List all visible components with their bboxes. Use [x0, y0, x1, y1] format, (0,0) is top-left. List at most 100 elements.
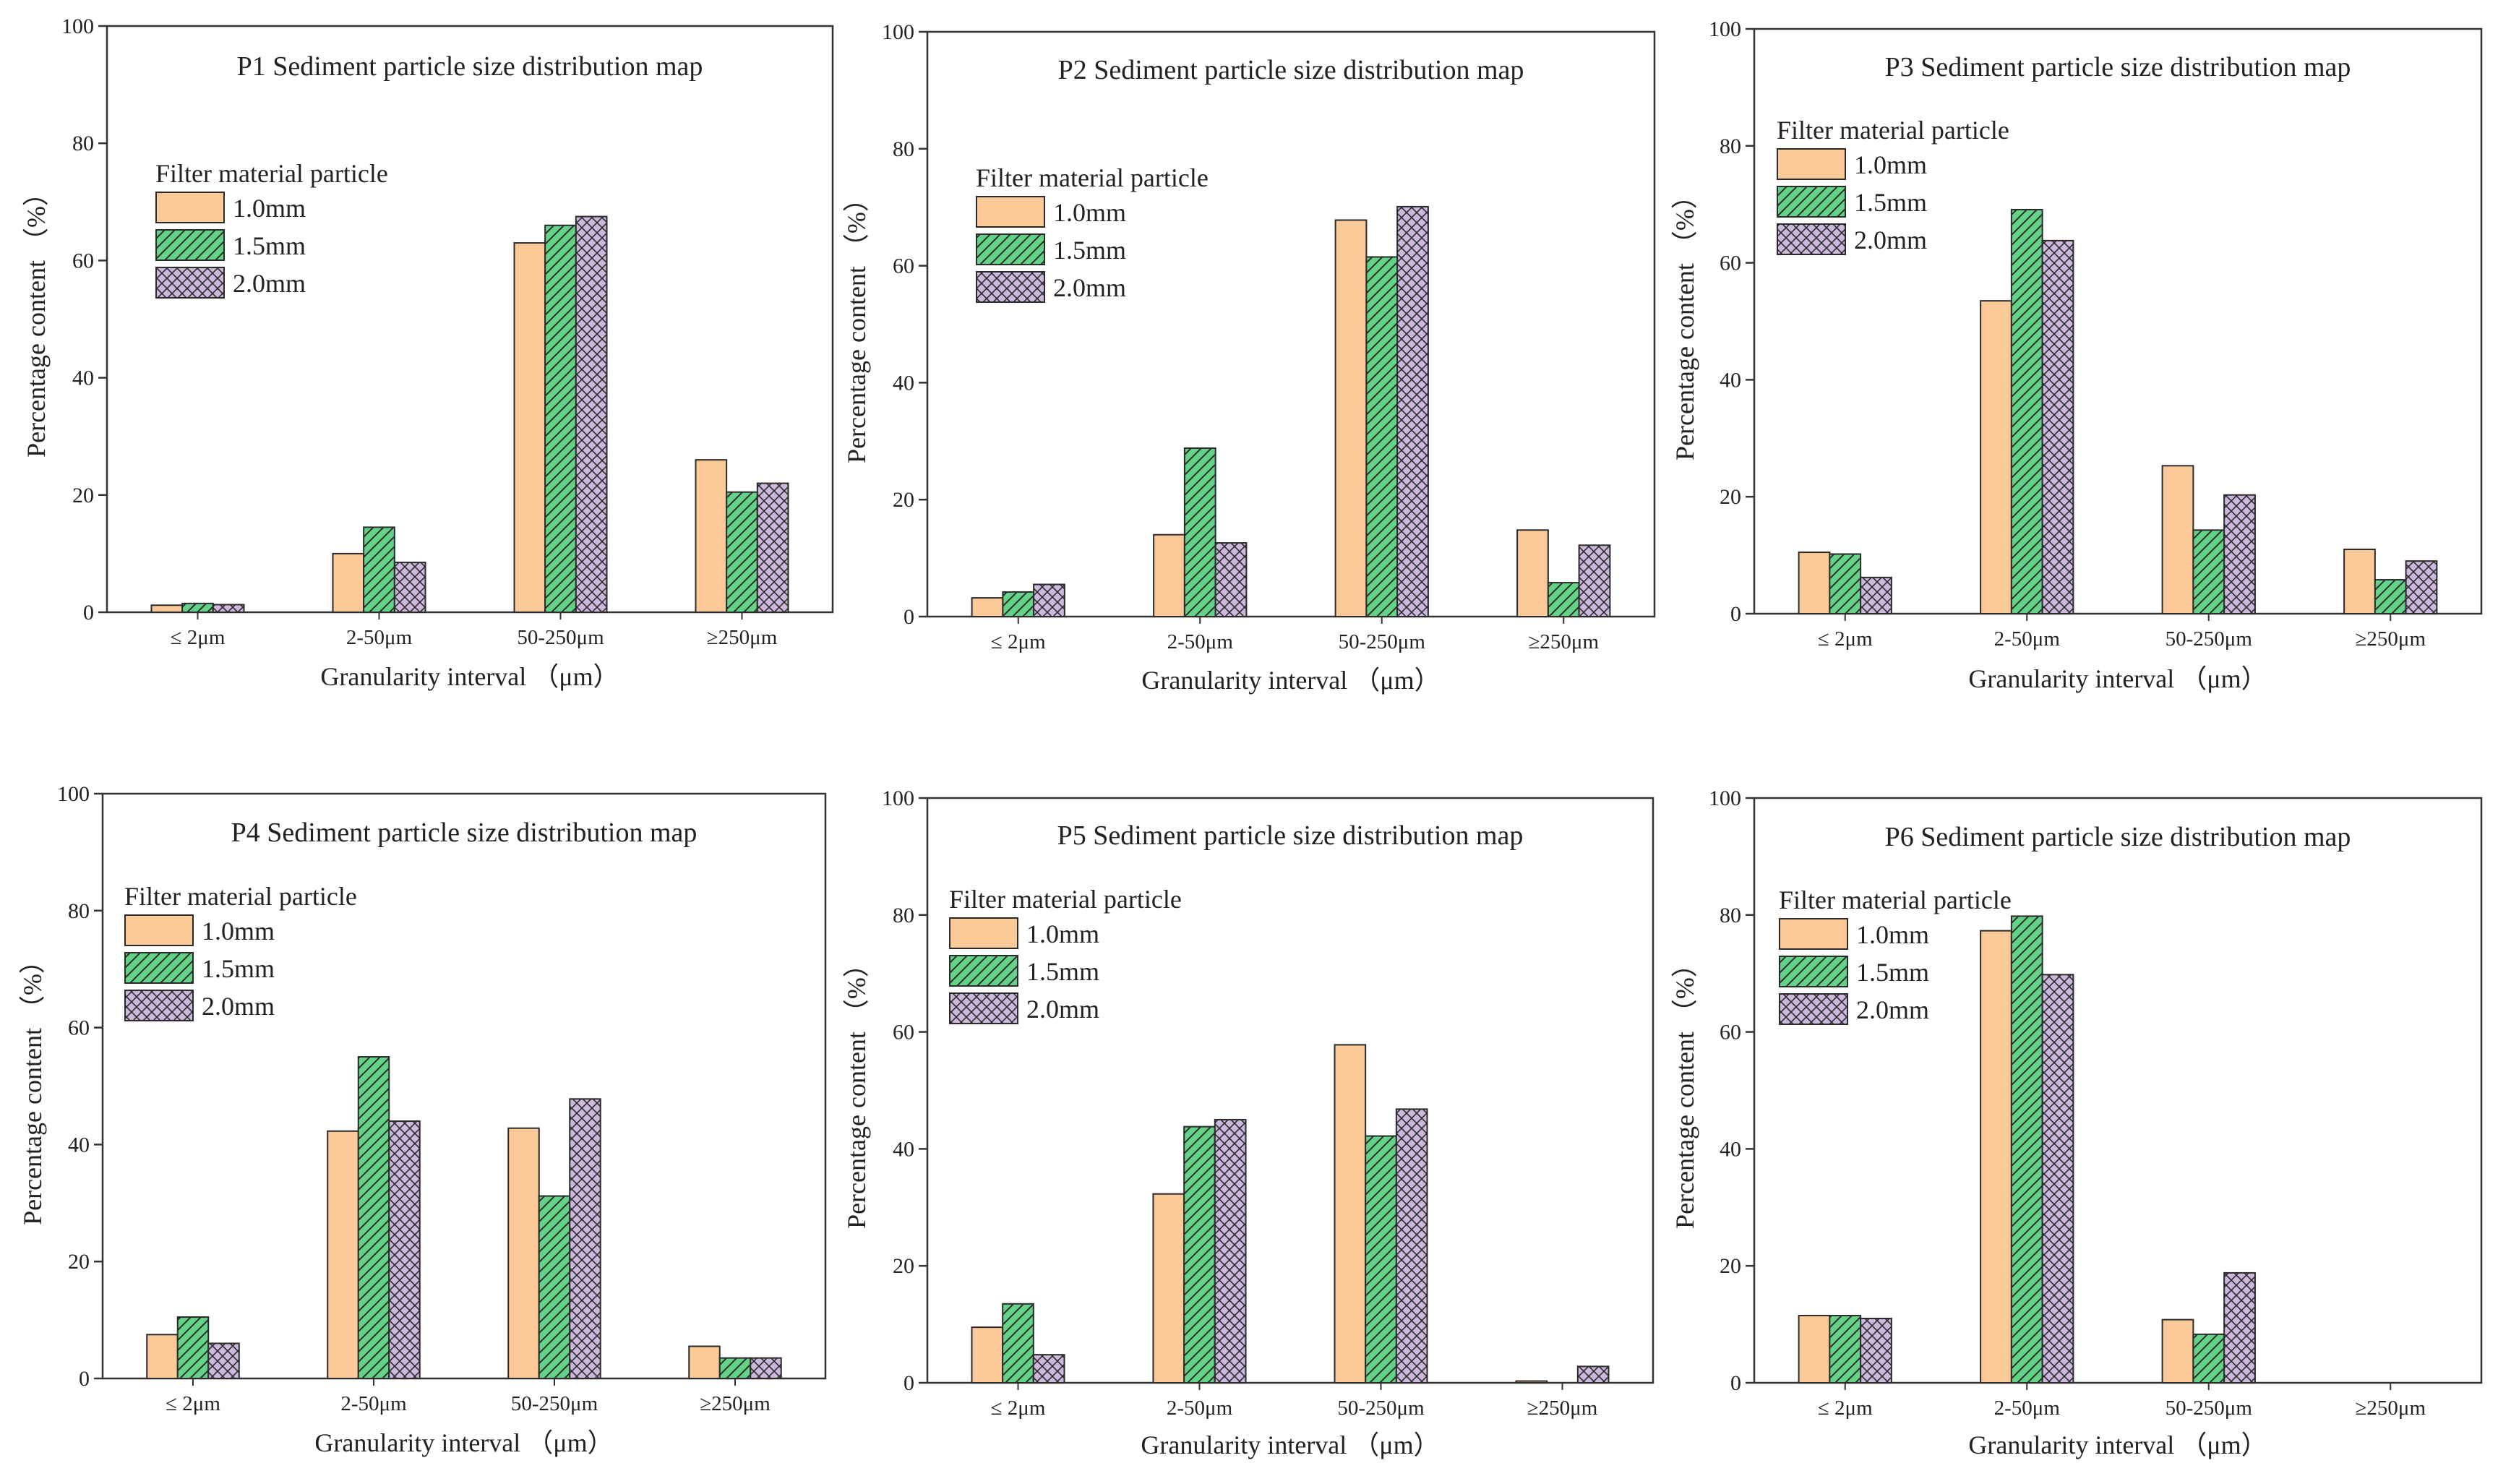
- x-tick-label: 50-250μm: [517, 626, 604, 649]
- bar-1-5mm: [718, 1357, 752, 1380]
- panel-p5: P5 Sediment particle size distribution m…: [842, 786, 1654, 1459]
- chart-title: P3 Sediment particle size distribution m…: [1885, 52, 2351, 82]
- bar-1-5mm: [357, 1056, 390, 1380]
- bar-2-0mm: [2041, 974, 2074, 1384]
- y-tick-label: 60: [1720, 252, 1741, 275]
- x-tick-label: 50-250μm: [1339, 630, 1426, 653]
- bar-1-5mm: [544, 224, 577, 613]
- x-axis: ≤ 2μm 2-50μm 50-250μm ≥250μm: [166, 1378, 771, 1415]
- y-tick-label: 100: [61, 14, 94, 38]
- bar-1-0mm: [332, 552, 365, 614]
- x-axis-label: Granularity interval （μm）: [1141, 666, 1440, 695]
- bar-1-5mm: [538, 1195, 571, 1380]
- legend-swatch-2: [949, 955, 1018, 987]
- y-tick-label: 20: [1720, 1254, 1741, 1278]
- chart-title: P5 Sediment particle size distribution m…: [1057, 820, 1524, 851]
- legend: Filter material particle 1.0mm 1.5mm 2.0…: [976, 163, 1209, 303]
- bar-2-0mm: [393, 562, 426, 613]
- y-tick-label: 100: [882, 786, 914, 810]
- bar-1-0mm: [971, 1326, 1004, 1384]
- y-tick-label: 40: [1720, 1137, 1741, 1161]
- legend-label-1: 1.0mm: [202, 917, 275, 945]
- y-tick-label: 40: [1720, 368, 1741, 392]
- bars: [150, 215, 789, 614]
- legend-swatch-3: [155, 267, 225, 299]
- x-tick-label: ≥250μm: [2355, 627, 2426, 651]
- y-tick-label: 80: [893, 904, 914, 927]
- y-tick-label: 20: [72, 484, 94, 507]
- bar-1-5mm: [363, 526, 395, 614]
- x-axis-label: Granularity interval （μm）: [1968, 1431, 2267, 1459]
- x-axis: ≤ 2μm 2-50μm 50-250μm ≥250μm: [991, 617, 1599, 653]
- legend: Filter material particle 1.0mm 1.5mm 2.0…: [124, 882, 357, 1021]
- x-tick-label: ≥250μm: [2355, 1397, 2426, 1420]
- legend-swatch-2: [1779, 956, 1848, 987]
- bar-2-0mm: [1033, 583, 1065, 618]
- legend-label-2: 1.5mm: [1053, 236, 1126, 265]
- y-axis: 0 20 40 60 80 100: [57, 782, 103, 1391]
- legend-swatch-1: [155, 192, 225, 223]
- x-tick-label: ≥250μm: [700, 1392, 771, 1415]
- legend-swatch-2: [976, 233, 1045, 265]
- y-axis: 0 20 40 60 80 100: [882, 786, 927, 1395]
- bar-2-0mm: [756, 482, 789, 614]
- bar-2-0mm: [212, 604, 245, 613]
- legend: Filter material particle 1.0mm 1.5mm 2.0…: [1779, 885, 2012, 1025]
- bar-1-5mm: [2192, 529, 2226, 614]
- y-tick-label: 40: [72, 366, 94, 390]
- bar-2-0mm: [575, 215, 608, 613]
- panel-p6: P6 Sediment particle size distribution m…: [1670, 786, 2483, 1459]
- bar-1-5mm: [1002, 1303, 1034, 1384]
- bar-1-0mm: [1152, 1193, 1185, 1384]
- x-tick-label: 50-250μm: [2166, 1397, 2253, 1420]
- bar-1-5mm: [1183, 447, 1216, 617]
- legend-label-2: 1.5mm: [1854, 188, 1927, 217]
- chart-title: P6 Sediment particle size distribution m…: [1885, 822, 2351, 852]
- bar-1-0mm: [1798, 552, 1831, 614]
- x-tick-label: ≥250μm: [1527, 1397, 1598, 1420]
- y-tick-label: 80: [72, 132, 94, 155]
- legend-label-3: 2.0mm: [1856, 995, 1929, 1024]
- y-tick-label: 60: [72, 249, 94, 273]
- x-tick-label: ≤ 2μm: [991, 1397, 1046, 1420]
- x-tick-label: 2-50μm: [346, 626, 413, 649]
- y-tick-label: 40: [893, 1137, 914, 1161]
- bar-1-0mm: [695, 459, 728, 614]
- legend-title: Filter material particle: [124, 882, 357, 911]
- plot-frame: [926, 30, 1656, 618]
- bar-2-0mm: [1576, 1365, 1610, 1384]
- legend-label-1: 1.0mm: [1026, 919, 1099, 948]
- legend-label-3: 2.0mm: [202, 992, 275, 1021]
- x-axis-label: Granularity interval （μm）: [1968, 664, 2267, 693]
- bar-1-5mm: [1183, 1125, 1216, 1384]
- y-axis: 0 20 40 60 80 100: [882, 20, 927, 629]
- bar-2-0mm: [207, 1342, 240, 1379]
- legend-label-1: 1.0mm: [1053, 198, 1126, 227]
- y-tick-label: 20: [893, 1254, 914, 1278]
- bar-1-0mm: [1516, 529, 1549, 618]
- y-tick-label: 80: [1720, 904, 1741, 927]
- panel-p3: P3 Sediment particle size distribution m…: [1670, 17, 2483, 693]
- y-tick-label: 0: [79, 1367, 90, 1391]
- x-tick-label: 50-250μm: [1337, 1397, 1425, 1420]
- y-axis: 0 20 40 60 80 100: [61, 14, 107, 625]
- legend-swatch-1: [1779, 918, 1848, 950]
- legend-label-3: 2.0mm: [1053, 273, 1126, 302]
- y-tick-label: 0: [904, 1371, 914, 1395]
- bar-1-0mm: [1334, 219, 1368, 617]
- bar-1-0mm: [507, 1127, 540, 1380]
- bar-1-5mm: [1829, 553, 1862, 614]
- bar-1-0mm: [688, 1345, 721, 1380]
- y-tick-label: 100: [57, 782, 90, 806]
- x-tick-label: ≥250μm: [707, 626, 778, 649]
- legend-swatch-2: [155, 229, 225, 261]
- bar-1-0mm: [513, 242, 546, 613]
- y-tick-label: 20: [68, 1250, 90, 1274]
- legend-label-2: 1.5mm: [1026, 957, 1099, 986]
- y-tick-label: 80: [1720, 134, 1741, 158]
- x-tick-label: ≥250μm: [1528, 630, 1599, 653]
- legend-title: Filter material particle: [949, 885, 1182, 914]
- legend-swatch-3: [976, 271, 1045, 303]
- bar-1-5mm: [1547, 582, 1580, 618]
